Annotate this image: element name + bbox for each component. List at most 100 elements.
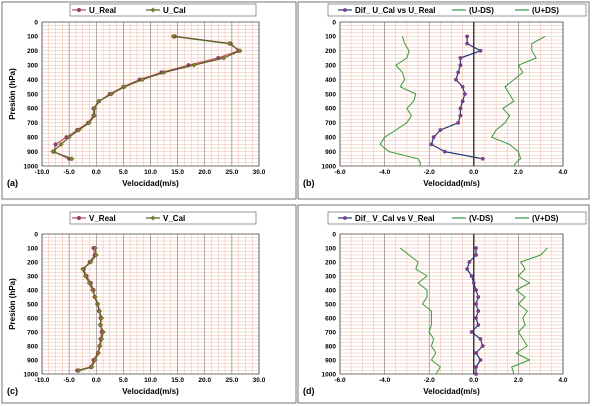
- x-tick-label: -5.0: [64, 377, 76, 384]
- legend-box: [69, 3, 257, 17]
- data-point: [478, 337, 483, 341]
- panel-label: (b): [303, 178, 315, 188]
- x-tick-label: 15.0: [171, 169, 184, 176]
- data-point: [76, 367, 82, 374]
- y-tick-label: 1000: [24, 371, 39, 378]
- x-tick-label: 20.0: [198, 377, 211, 384]
- y-axis-label: Presión (hPa): [8, 68, 17, 120]
- legend-label: V_Real: [89, 214, 116, 223]
- data-point: [474, 302, 478, 306]
- y-tick-label: 500: [325, 91, 336, 98]
- legend-entry: (U+DS): [515, 6, 559, 15]
- y-tick-label: 800: [325, 135, 336, 142]
- data-point: [458, 56, 463, 60]
- panel-frame: [1, 1, 297, 200]
- x-tick-label: -10.0: [35, 169, 50, 176]
- data-point: [474, 288, 478, 292]
- series-cal-1: [76, 245, 106, 374]
- data-point: [66, 134, 72, 140]
- x-tick-label: -2.0: [424, 377, 436, 384]
- x-tick-label: 30.0: [253, 377, 266, 384]
- data-point: [92, 294, 98, 300]
- data-point: [456, 70, 461, 75]
- y-tick-label: 900: [27, 357, 38, 364]
- y-tick-label: 1000: [322, 371, 337, 378]
- legend: Dif_ V_Cal vs V_Real (V-DS) (V+DS): [327, 211, 587, 225]
- x-tick-label: 5.0: [119, 377, 128, 384]
- data-point: [465, 34, 470, 39]
- y-tick-label: 0: [34, 231, 38, 238]
- plot-area: [339, 233, 564, 375]
- series-line: [379, 36, 421, 166]
- data-point: [86, 280, 92, 286]
- data-point: [431, 135, 436, 140]
- y-tick-label: 300: [27, 273, 38, 280]
- data-point: [474, 365, 478, 369]
- data-point: [121, 84, 128, 90]
- data-point: [476, 295, 481, 299]
- y-tick-label: 600: [325, 315, 336, 322]
- x-tick-label: 10.0: [144, 377, 157, 384]
- data-point: [465, 41, 470, 46]
- legend-entry: Dif_ V_Cal vs V_Real: [338, 214, 435, 223]
- grid: [339, 21, 564, 167]
- legend-marker: [150, 215, 156, 221]
- y-tick-label: 100: [27, 34, 38, 41]
- y-tick-label: 100: [325, 245, 336, 252]
- legend-entry: U_Cal: [146, 6, 186, 15]
- x-tick-label: 10.0: [144, 169, 157, 176]
- data-point: [170, 33, 176, 39]
- data-point: [221, 55, 227, 61]
- panel-label: (c): [7, 386, 18, 396]
- chart-panel-a: -10.0 -5.0 0.0 5.0 10.0 15.0 20.0 25.0 30.0 0 100 2…: [1, 1, 297, 200]
- y-tick-label: 100: [27, 245, 38, 252]
- legend-entry: (V-DS): [452, 214, 493, 223]
- x-tick-label: 2.0: [514, 377, 523, 384]
- x-tick-label: 0.0: [469, 377, 478, 384]
- data-point: [438, 128, 443, 132]
- legend-label: U_Real: [89, 6, 116, 15]
- legend-entry: Dif_ U_Cal vs U_Real: [338, 6, 435, 15]
- data-point: [69, 156, 75, 162]
- legend-label: U_Cal: [163, 6, 186, 15]
- x-tick-label: -6.0: [334, 377, 346, 384]
- data-point: [226, 41, 232, 47]
- y-tick-label: 700: [325, 120, 336, 127]
- data-point: [429, 142, 434, 147]
- panel-frame: [1, 204, 297, 404]
- y-tick-label: 700: [325, 329, 336, 336]
- data-point: [96, 98, 102, 104]
- x-tick-label: -4.0: [379, 377, 391, 384]
- y-tick-label: 900: [325, 149, 336, 156]
- chart-panel-c: -10.0 -5.0 0.0 5.0 10.0 15.0 20.0 25.0 30.0 0 100 2…: [1, 204, 297, 404]
- x-tick-label: 2.0: [514, 169, 523, 176]
- data-point: [53, 142, 58, 147]
- legend-label: (U+DS): [532, 6, 559, 15]
- legend: V_Real V_Cal: [69, 211, 257, 225]
- data-point: [89, 287, 96, 293]
- data-point: [88, 259, 94, 265]
- data-point: [237, 48, 243, 54]
- data-point: [474, 351, 478, 355]
- data-point: [474, 246, 478, 250]
- y-tick-label: 800: [325, 343, 336, 350]
- y-tick-label: 800: [27, 343, 38, 350]
- data-point: [58, 141, 64, 147]
- plot-area: [339, 21, 564, 167]
- x-tick-label: 0.0: [92, 169, 101, 176]
- legend-entry: (V+DS): [515, 214, 559, 223]
- series-ds-1: [399, 247, 441, 375]
- y-tick-label: 300: [27, 63, 38, 70]
- y-tick-label: 0: [332, 19, 336, 26]
- x-tick-label: -2.0: [424, 169, 436, 176]
- data-point: [458, 63, 463, 68]
- data-point: [478, 358, 483, 362]
- series-ds-1: [379, 36, 421, 166]
- series-ds-2: [511, 247, 548, 375]
- grid: [41, 233, 260, 375]
- data-point: [469, 274, 474, 278]
- y-tick-label: 300: [325, 273, 336, 280]
- plot-area: [41, 233, 260, 375]
- data-point: [96, 308, 103, 314]
- data-point: [460, 99, 465, 104]
